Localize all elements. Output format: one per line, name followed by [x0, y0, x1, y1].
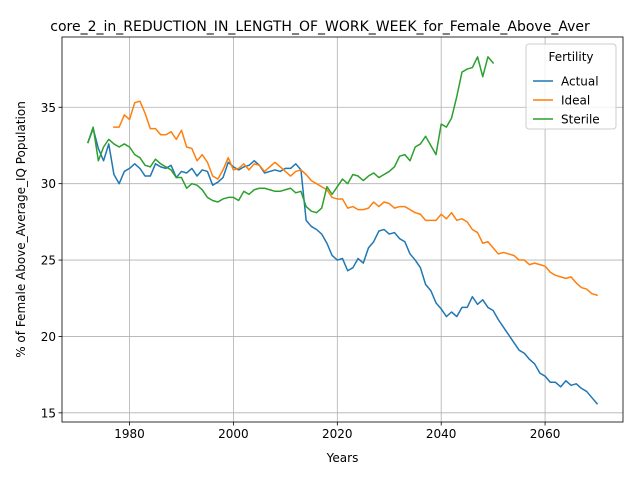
x-tick-label: 2000: [218, 427, 249, 441]
legend-label-sterile: Sterile: [561, 113, 600, 127]
x-tick-label: 2040: [426, 427, 457, 441]
legend-label-ideal: Ideal: [561, 94, 590, 108]
legend-box: [525, 43, 617, 130]
plot-frame: [61, 36, 624, 423]
series-line-sterile: [87, 56, 495, 214]
legend: Fertility Actual Ideal Sterile: [525, 43, 617, 130]
series-line-actual: [87, 127, 599, 405]
axis-ticks: 1980 2000 2020 2040 2060 15 20 25 30 35: [41, 101, 561, 441]
legend-title: Fertility: [548, 50, 593, 64]
x-axis-label: Years: [326, 451, 359, 465]
y-tick-label: 35: [41, 101, 56, 115]
y-tick-label: 15: [41, 406, 56, 420]
x-tick-label: 1980: [114, 427, 145, 441]
y-tick-label: 30: [41, 177, 56, 191]
x-tick-label: 2060: [530, 427, 561, 441]
y-tick-label: 25: [41, 254, 56, 268]
y-tick-label: 20: [41, 330, 56, 344]
y-axis-label: % of Female Above_Average_IQ Population: [14, 101, 28, 358]
series-line-ideal: [113, 100, 598, 297]
legend-entries: Actual Ideal Sterile: [533, 75, 600, 127]
legend-label-actual: Actual: [561, 75, 599, 89]
x-tick-label: 2020: [322, 427, 353, 441]
series-lines: [87, 56, 599, 405]
chart-title: core_2_in_REDUCTION_IN_LENGTH_OF_WORK_WE…: [50, 19, 590, 35]
